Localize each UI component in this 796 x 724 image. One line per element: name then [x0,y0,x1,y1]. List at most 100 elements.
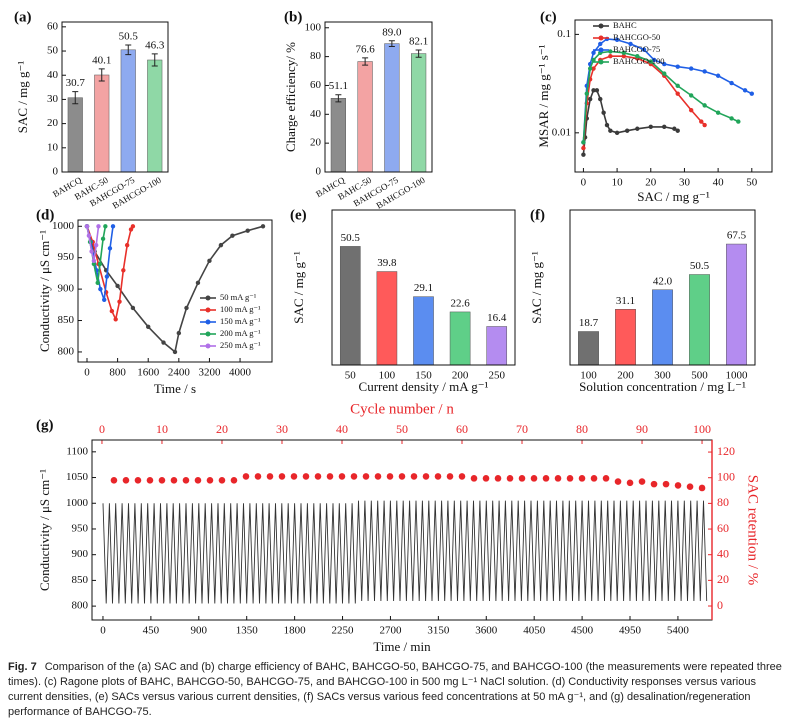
marker [374,473,382,480]
x-tick-label: 100 [379,370,396,382]
x2-tick-label: 50 [396,422,408,436]
y-tick-label: 900 [72,548,89,560]
legend-marker [598,59,604,65]
marker [675,83,680,89]
error-bar [125,44,132,56]
panel-label: (f) [530,207,545,223]
marker [103,224,108,229]
x-tick-label: 2400 [168,367,191,379]
y-tick-label: 40 [47,69,59,81]
x-tick-label: 50 [345,370,357,382]
x-tick-label: 30 [679,177,691,189]
marker [591,66,596,71]
y-tick-label: 1050 [66,471,89,483]
value-label: 29.1 [414,282,433,294]
y-axis-title: MSAR / mg g⁻¹ s⁻¹ [536,44,551,147]
marker [96,224,101,229]
marker [621,54,627,59]
x-tick-label: 2700 [379,625,402,637]
marker [675,64,680,69]
marker [104,274,110,279]
marker [86,233,92,238]
marker [601,110,606,115]
marker [662,480,670,488]
x-tick-label: 0 [581,177,587,189]
y-tick-label: 20 [47,117,59,129]
x-tick-label: 150 [415,370,432,382]
bar [330,98,346,173]
marker [626,479,634,487]
y-tick-label: 100 [305,21,322,33]
value-label: 76.6 [356,43,376,55]
marker [242,473,250,480]
legend-marker [205,343,211,349]
marker [245,228,250,233]
value-label: 50.5 [119,31,139,43]
marker [422,473,430,480]
bar [376,271,398,366]
marker [398,473,406,480]
x-axis-title: SAC / mg g⁻¹ [637,189,710,204]
marker [715,110,721,115]
legend-label: 150 mA g⁻¹ [220,316,261,326]
marker [702,103,707,108]
marker [314,473,322,480]
x-tick-label: 50 [746,177,758,189]
marker [686,483,694,490]
y-tick-label: 950 [58,251,75,263]
marker [675,128,680,133]
marker [91,258,97,264]
marker [170,476,178,484]
legend-label: BAHC [613,20,637,30]
marker [134,476,142,484]
y-tick-label: 20 [310,137,322,149]
marker [651,57,657,63]
marker [115,283,120,289]
x-tick-label: 200 [452,370,469,382]
marker [161,340,166,345]
x-tick-label: 900 [191,625,208,637]
marker [146,324,151,330]
marker [614,37,620,43]
marker [688,107,694,113]
x-axis-title: Time / s [154,381,196,396]
marker [206,476,214,484]
value-label: 89.0 [382,26,402,38]
marker [110,224,116,229]
x-tick-label: 3200 [198,367,221,379]
marker [635,126,640,131]
x-tick-label: 5400 [667,625,690,637]
marker [110,476,118,484]
marker [638,478,646,485]
x-axis-title: Time / min [373,639,431,654]
marker [290,473,298,480]
marker [641,47,647,52]
marker [675,91,680,96]
plot-frame [77,219,273,363]
series-line [582,89,679,155]
y-tick-label: 800 [72,600,89,612]
x2-tick-label: 80 [576,422,588,436]
y-tick-label: 1000 [52,220,75,232]
marker [591,88,596,93]
y-tick-label: 80 [310,50,322,62]
marker [434,473,442,480]
error-bar [415,49,422,58]
y2-tick-label: 20 [717,572,729,586]
bar [147,59,163,173]
bar [578,331,599,366]
legend-marker [205,319,211,325]
marker [113,317,118,322]
marker [635,54,640,59]
legend-label: 100 mA g⁻¹ [220,304,261,314]
x-tick-label: 0 [84,367,90,379]
x-tick-label: 3150 [427,625,450,637]
marker [176,330,182,336]
bar [357,61,373,173]
y-tick-label: 850 [58,314,75,326]
x-tick-label: 4500 [571,625,594,637]
y2-axis-title: SAC retention / % [745,475,761,585]
panel-label: (g) [36,417,54,433]
marker [591,50,596,56]
